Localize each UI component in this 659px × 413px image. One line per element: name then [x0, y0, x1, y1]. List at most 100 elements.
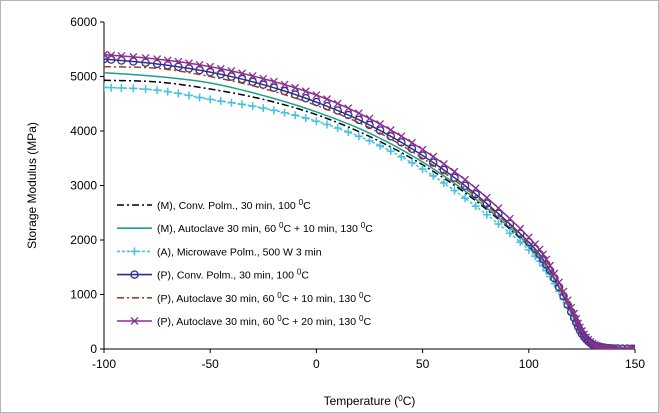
- legend-label: (M), Autoclave 30 min, 60 0C + 10 min, 1…: [157, 221, 373, 236]
- series-line: [104, 65, 635, 349]
- x-tick-label: 0: [313, 357, 320, 371]
- series-marker: [248, 71, 257, 80]
- series-marker: [429, 171, 438, 180]
- series-marker: [460, 181, 470, 191]
- series-marker: [559, 287, 568, 296]
- legend-label: (P), Autoclave 30 min, 60 0C + 20 min, 1…: [157, 314, 371, 329]
- legend-label: (M), Conv. Polm., 30 min, 100 0C: [157, 198, 311, 213]
- x-tick-label: 100: [519, 357, 539, 371]
- legend-marker: [130, 317, 139, 325]
- series-marker: [494, 204, 503, 213]
- series-marker: [107, 83, 116, 92]
- series-marker: [354, 109, 363, 118]
- series-marker: [494, 209, 503, 218]
- series-marker: [505, 214, 514, 223]
- series-marker: [152, 59, 162, 69]
- y-tick-label: 5000: [70, 70, 97, 84]
- series-marker: [195, 93, 204, 102]
- series-marker: [482, 210, 491, 219]
- series-marker: [344, 104, 353, 113]
- series-marker: [365, 114, 374, 123]
- series-marker: [397, 132, 406, 141]
- legend-item: (P), Conv. Polm., 30 min, 100 0C: [117, 267, 309, 282]
- series-marker: [516, 238, 525, 247]
- x-tick-label: 150: [625, 357, 645, 371]
- series-marker: [505, 219, 515, 229]
- legend-item: (M), Autoclave 30 min, 60 0C + 10 min, 1…: [117, 221, 373, 236]
- series-marker: [185, 59, 193, 68]
- series-marker: [450, 186, 459, 195]
- legend-item: (M), Conv. Polm., 30 min, 100 0C: [117, 198, 311, 213]
- series-marker: [439, 165, 449, 175]
- series-marker: [174, 62, 183, 72]
- series-marker: [429, 152, 438, 161]
- series-marker: [354, 132, 363, 141]
- series-marker: [269, 83, 279, 93]
- series-marker: [494, 219, 503, 228]
- series-marker: [386, 132, 395, 141]
- series-marker: [375, 126, 385, 135]
- series-marker: [570, 309, 579, 318]
- series-marker: [153, 55, 162, 64]
- series-marker: [354, 115, 364, 125]
- series-marker: [439, 179, 448, 188]
- legend-label: (A), Microwave Polm., 500 W 3 min: [157, 246, 322, 258]
- series-marker: [386, 147, 395, 156]
- legend-label: (P), Autoclave 30 min, 60 0C + 10 min, 1…: [157, 290, 371, 305]
- series-marker: [515, 229, 525, 238]
- series-marker: [107, 51, 116, 60]
- series-marker: [301, 87, 310, 96]
- axes: 0 1000 2000 3000 4000 5000 6000 -100 -50 0 50 100 15…: [70, 15, 645, 371]
- series-marker: [323, 95, 331, 104]
- series-marker: [269, 106, 278, 115]
- series-marker: [129, 57, 138, 66]
- series-marker: [542, 255, 551, 264]
- series-marker: [206, 62, 215, 71]
- series-marker: [104, 50, 108, 59]
- series-marker: [184, 91, 193, 100]
- legend-marker: [130, 270, 139, 279]
- series-marker: [606, 344, 615, 349]
- series-marker: [141, 85, 150, 94]
- series-5: [104, 65, 635, 349]
- series-marker: [333, 99, 342, 108]
- legend-label: (P), Conv. Polm., 30 min, 100 0C: [157, 267, 309, 282]
- series-marker: [216, 64, 225, 73]
- series-marker: [567, 303, 576, 312]
- series-marker: [174, 57, 183, 66]
- series-marker: [117, 83, 126, 92]
- series-marker: [269, 77, 278, 86]
- series-marker: [407, 158, 416, 167]
- series-marker: [386, 126, 395, 134]
- series-marker: [141, 58, 150, 67]
- series-marker: [516, 224, 525, 233]
- legend: (M), Conv. Polm., 30 min, 100 0C (M), Aut…: [117, 198, 373, 329]
- x-axis-label: Temperature (0C): [324, 394, 416, 409]
- series-marker: [461, 194, 470, 203]
- series-marker: [408, 138, 416, 147]
- series-marker: [450, 167, 459, 176]
- series-marker: [546, 261, 554, 270]
- y-tick-label: 4000: [70, 124, 97, 138]
- series-marker: [291, 83, 300, 92]
- series-marker: [206, 95, 215, 104]
- series-marker: [141, 53, 150, 62]
- series-marker: [248, 102, 257, 111]
- series-marker: [104, 83, 108, 92]
- series-marker: [312, 91, 321, 99]
- y-tick-label: 2000: [70, 233, 97, 247]
- series-line: [104, 79, 635, 349]
- series-marker: [365, 120, 374, 130]
- series-marker: [280, 80, 289, 89]
- series-marker: [376, 120, 385, 129]
- series-marker: [461, 175, 470, 184]
- y-tick-label: 3000: [70, 179, 97, 193]
- series-marker: [312, 97, 321, 107]
- legend-item: (A), Microwave Polm., 500 W 3 min: [117, 246, 322, 258]
- series-marker: [216, 97, 225, 106]
- series-marker: [259, 74, 268, 83]
- series-marker: [195, 60, 204, 69]
- series-marker: [376, 141, 385, 150]
- series-marker: [531, 252, 540, 261]
